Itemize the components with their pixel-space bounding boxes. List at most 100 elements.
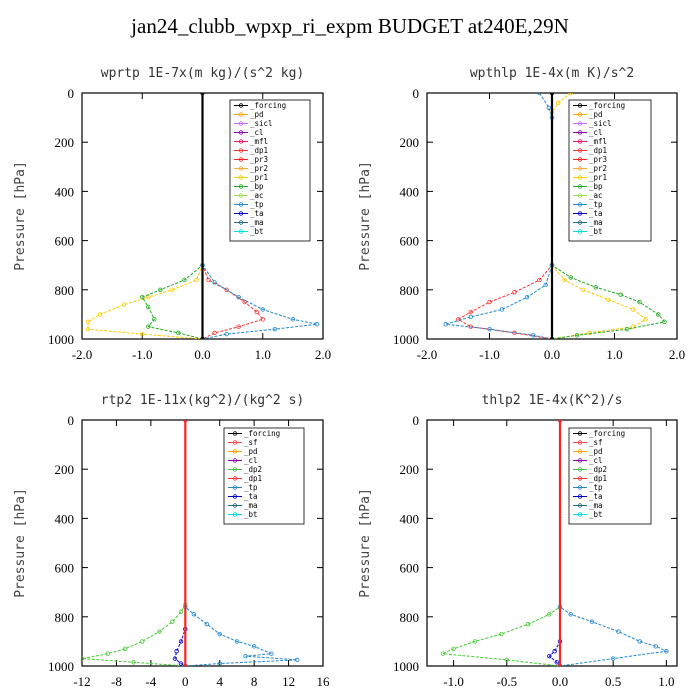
data-point: [158, 287, 163, 292]
legend-marker: [577, 458, 583, 463]
data-point: [593, 285, 598, 290]
data-point: [170, 619, 175, 624]
y-tick-label: 200: [400, 462, 420, 477]
legend-label: _dp2: [244, 465, 262, 474]
data-point: [85, 319, 91, 324]
data-point: [451, 646, 456, 651]
data-point: [217, 631, 222, 637]
panel-title: thlp2 1E-4x(K^2)/s: [482, 393, 623, 408]
legend: _forcing_pd_sicl_cl_mfl_dp1_pr3_pr2_pr1_…: [229, 99, 311, 242]
legend-marker: [577, 175, 583, 180]
legend-label: _cl: [589, 456, 603, 465]
legend-marker: [232, 512, 238, 517]
legend-label: _ma: [589, 501, 603, 510]
legend-marker: [238, 229, 244, 234]
x-tick-label: -12: [73, 674, 90, 689]
legend-label: _mfl: [250, 137, 268, 146]
data-point: [236, 294, 241, 300]
data-point: [499, 307, 505, 312]
y-axis-title: Pressure [hPa]: [13, 161, 28, 271]
legend-marker: [238, 157, 244, 162]
y-axis-title: Pressure [hPa]: [13, 488, 28, 598]
data-point: [587, 330, 592, 336]
legend-marker: [232, 476, 238, 481]
data-point: [557, 663, 563, 666]
data-point: [251, 644, 257, 649]
legend-marker: [232, 494, 238, 499]
series-line-ta: [548, 420, 561, 666]
y-tick-label: 600: [55, 234, 75, 249]
y-tick-label: 400: [55, 511, 75, 526]
data-point: [531, 333, 536, 338]
data-point: [236, 324, 241, 329]
legend-label: _bt: [589, 510, 603, 519]
data-point: [194, 277, 199, 283]
data-point: [556, 100, 561, 106]
legend-label: _bp: [250, 182, 264, 191]
data-point: [314, 322, 320, 327]
legend-label: _dp1: [244, 474, 262, 483]
legend-marker: [238, 148, 244, 153]
legend-marker: [238, 139, 244, 144]
data-point: [547, 612, 552, 617]
data-point: [468, 314, 473, 320]
x-tick-label: 1.0: [606, 347, 622, 362]
data-point: [624, 326, 630, 332]
legend-marker: [238, 166, 244, 171]
y-tick-label: 400: [400, 511, 420, 526]
panel-3: rtp2 1E-11x(kg^2)/(kg^2 s) Pressure [hPa]…: [13, 393, 330, 689]
x-tick-label: -0.5: [496, 674, 517, 689]
legend-label: _ac: [250, 191, 264, 200]
data-point: [456, 317, 461, 322]
legend-marker: [577, 193, 583, 198]
y-tick-label: 200: [400, 135, 420, 150]
legend-label: _dp1: [250, 146, 268, 155]
legend-label: _tp: [589, 483, 603, 492]
data-point: [269, 651, 274, 656]
y-tick-label: 200: [55, 462, 75, 477]
legend-label: _bt: [244, 510, 258, 519]
data-point: [170, 287, 175, 292]
data-point: [568, 275, 573, 280]
legend: _forcing_pd_sicl_cl_mfl_dp1_pr3_pr2_pr1_…: [568, 99, 652, 242]
legend-label: _tp: [250, 200, 264, 209]
legend-label: _cl: [589, 128, 603, 137]
data-point: [217, 661, 222, 666]
series-line-dp1: [441, 420, 561, 666]
legend-label: _bp: [589, 182, 603, 191]
plot-frame: [426, 419, 678, 667]
legend-label: _ma: [589, 218, 603, 227]
legend-marker: [577, 476, 583, 481]
legend-marker: [232, 467, 238, 472]
y-tick-label: 0: [68, 413, 75, 428]
legend-label: _forcing: [250, 101, 286, 110]
y-tick-label: 800: [55, 610, 75, 625]
legend-label: _ma: [244, 501, 258, 510]
legend: _forcing_sf_pd_cl_dp2_dp1_tp_ta_ma_bt: [568, 427, 652, 525]
x-tick-label: 0.0: [552, 674, 568, 689]
y-tick-label: 1000: [48, 659, 74, 674]
data-point: [176, 330, 181, 336]
series-line-tp: [559, 420, 669, 666]
figure-title: jan24_clubb_wpxp_ri_expm BUDGET at240E,2…: [131, 14, 569, 38]
y-tick-label: 600: [400, 234, 420, 249]
data-point: [97, 312, 103, 317]
data-point: [212, 280, 217, 285]
y-tick-label: 800: [400, 283, 420, 298]
series-group: [440, 420, 669, 666]
legend-label: _forcing: [589, 429, 625, 438]
data-point: [472, 639, 478, 644]
data-point: [443, 322, 448, 327]
legend-label: _dp2: [589, 465, 607, 474]
data-point: [200, 93, 205, 96]
data-point: [557, 420, 563, 423]
series-group: [82, 420, 300, 666]
x-tick-label: -8: [111, 674, 122, 689]
data-point: [121, 302, 127, 307]
legend-marker: [577, 485, 583, 490]
legend-marker: [577, 121, 583, 126]
legend-label: _dp1: [589, 474, 607, 483]
data-point: [152, 317, 157, 322]
legend-label: _pr1: [589, 173, 607, 182]
legend-label: _pr3: [589, 155, 607, 164]
